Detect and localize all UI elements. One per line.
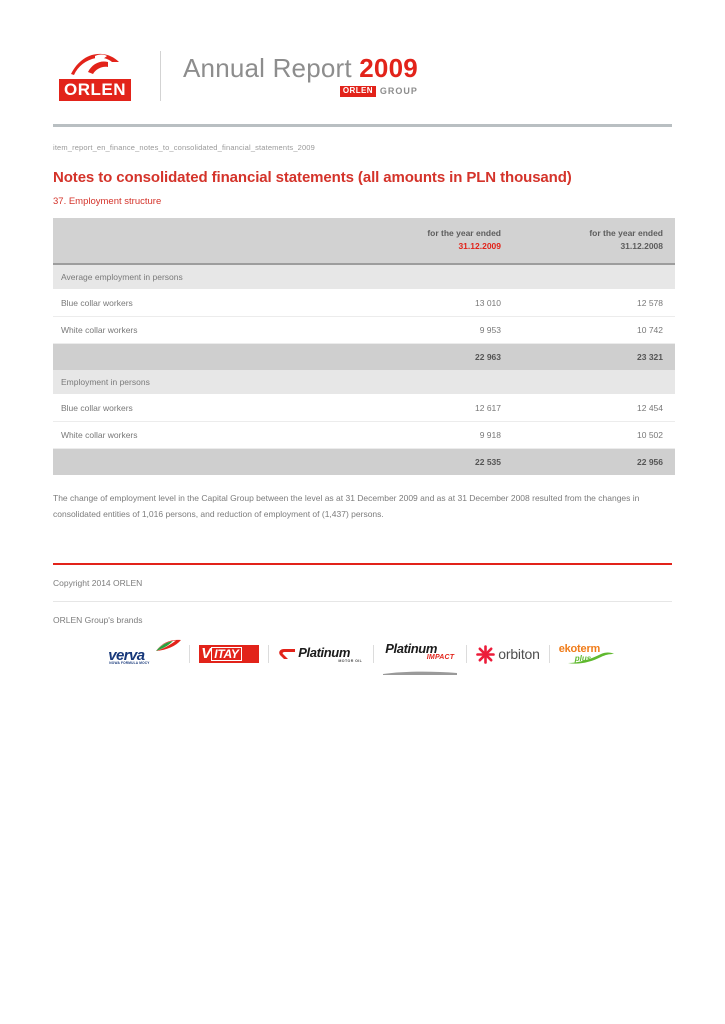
verva-wordmark: verva <box>108 647 145 665</box>
row-value-2008: 10 502 <box>513 421 675 450</box>
row-value-2009: 9 953 <box>345 316 513 345</box>
row-value-2008: 12 578 <box>513 289 675 318</box>
brand-logo-strip: verva NOWA FORMULA MOCY V ITAY <box>53 639 672 676</box>
brand-vitay: V ITAY <box>190 639 268 669</box>
table-group-row: Employment in persons <box>53 370 675 396</box>
row-label: White collar workers <box>53 316 345 345</box>
masthead-divider <box>160 51 161 101</box>
ekoterm-wordmark: ekoterm <box>558 643 601 656</box>
verva-subtext: NOWA FORMULA MOCY <box>109 661 150 666</box>
brand-divider <box>189 645 191 664</box>
brands-section: ORLEN Group's brands verva NOWA FORMULA … <box>0 602 725 676</box>
table-header-row: for the year ended 31.12.2009 for the ye… <box>53 218 675 266</box>
brand-orbiton: orbiton <box>467 639 548 669</box>
section-subtitle: 37. Employment structure <box>53 196 162 208</box>
brand-divider <box>466 645 468 664</box>
ekoterm-subtext: plus <box>574 654 592 664</box>
report-year: 2009 <box>359 53 418 84</box>
verva-leaf-icon <box>154 639 182 653</box>
table-total-row: 22 535 22 956 <box>53 448 675 476</box>
group-label-average-employment: Average employment in persons <box>53 264 675 291</box>
report-title-block: Annual Report 2009 ORLEN GROUP <box>183 55 418 97</box>
breadcrumb: item_report_en_finance_notes_to_consolid… <box>53 143 315 152</box>
employment-structure-table: for the year ended 31.12.2009 for the ye… <box>53 218 675 476</box>
vitay-initial: V <box>201 645 212 663</box>
platinum-impact-logo-icon: Platinum IMPACT <box>383 641 458 676</box>
row-value-2008: 12 454 <box>513 394 675 423</box>
platinum-impact-swoosh-icon <box>383 662 458 676</box>
footer-spacer <box>53 531 672 563</box>
total-value-2009: 22 535 <box>345 448 513 476</box>
orbiton-star-icon <box>476 645 496 664</box>
header-col-2008: for the year ended 31.12.2008 <box>513 218 675 266</box>
total-value-2008: 23 321 <box>513 343 675 371</box>
total-label <box>53 343 345 371</box>
platinum-subtext: MOTOR OIL <box>338 659 363 664</box>
row-label: White collar workers <box>53 421 345 450</box>
brand-platinum-motor-oil: Platinum MOTOR OIL <box>269 639 373 669</box>
vitay-red-bar <box>199 645 260 664</box>
brand-divider <box>548 645 550 664</box>
masthead: ORLEN Annual Report 2009 ORLEN GROUP <box>0 0 725 108</box>
page-title: Notes to consolidated financial statemen… <box>53 169 572 186</box>
platinum-impact-subtext: IMPACT <box>426 654 455 662</box>
vitay-wordmark: ITAY <box>211 647 242 662</box>
ekoterm-swoosh-icon <box>567 652 615 665</box>
note-paragraph: The change of employment level in the Ca… <box>53 493 640 520</box>
group-label-employment: Employment in persons <box>53 370 675 396</box>
footer-light-rule <box>53 601 672 603</box>
orlen-logo: ORLEN <box>56 51 134 101</box>
masthead-rule <box>53 124 672 127</box>
header-col-2009: for the year ended 31.12.2009 <box>345 218 513 266</box>
report-title: Annual Report 2009 <box>183 55 418 82</box>
header-col-2008-line1: for the year ended <box>589 228 663 239</box>
total-label <box>53 448 345 476</box>
header-col-2009-line1: for the year ended <box>427 228 501 239</box>
vitay-logo-icon: V ITAY <box>199 644 260 664</box>
orlen-group-badge: ORLEN GROUP <box>339 85 418 97</box>
footer-red-rule <box>53 563 672 566</box>
brand-divider <box>268 645 270 664</box>
platinum-wordmark: Platinum <box>298 645 350 661</box>
brands-label: ORLEN Group's brands <box>53 615 143 626</box>
table-total-row: 22 963 23 321 <box>53 343 675 371</box>
table-group-row: Average employment in persons <box>53 264 675 291</box>
header-col-2009-date: 31.12.2009 <box>458 241 501 252</box>
table-row: White collar workers 9 953 10 742 <box>53 316 675 345</box>
orlen-wordmark: ORLEN <box>59 79 131 101</box>
verva-logo-icon: verva NOWA FORMULA MOCY <box>108 639 182 668</box>
orlen-eagle-icon <box>68 51 122 77</box>
table-row: Blue collar workers 13 010 12 578 <box>53 289 675 318</box>
orlen-group-badge-word: GROUP <box>379 86 418 97</box>
platinum-logo-icon: Platinum MOTOR OIL <box>278 642 364 666</box>
row-label: Blue collar workers <box>53 289 345 318</box>
orlen-group-badge-box: ORLEN <box>339 85 376 97</box>
platinum-arrow-icon <box>278 647 296 660</box>
copyright-text: Copyright 2014 ORLEN <box>53 578 143 589</box>
total-value-2008: 22 956 <box>513 448 675 476</box>
row-value-2009: 9 918 <box>345 421 513 450</box>
table-row: Blue collar workers 12 617 12 454 <box>53 394 675 423</box>
row-value-2009: 12 617 <box>345 394 513 423</box>
footer-section: Copyright 2014 ORLEN <box>0 565 725 601</box>
table-row: White collar workers 9 918 10 502 <box>53 421 675 450</box>
row-label: Blue collar workers <box>53 394 345 423</box>
row-value-2008: 10 742 <box>513 316 675 345</box>
brand-verva: verva NOWA FORMULA MOCY <box>99 639 189 669</box>
brand-divider <box>373 645 375 664</box>
platinum-impact-wordmark: Platinum <box>385 641 437 657</box>
header-col-2008-date: 31.12.2008 <box>620 241 663 252</box>
report-title-prefix: Annual Report <box>183 53 352 84</box>
document-content: item_report_en_finance_notes_to_consolid… <box>0 127 725 563</box>
brand-platinum-impact: Platinum IMPACT <box>374 639 466 676</box>
header-label-cell <box>53 218 345 266</box>
orbiton-logo-icon: orbiton <box>476 643 540 665</box>
brand-ekoterm: ekoterm plus <box>550 639 626 669</box>
orbiton-wordmark: orbiton <box>498 646 540 663</box>
ekoterm-logo-icon: ekoterm plus <box>559 642 617 666</box>
row-value-2009: 13 010 <box>345 289 513 318</box>
total-value-2009: 22 963 <box>345 343 513 371</box>
